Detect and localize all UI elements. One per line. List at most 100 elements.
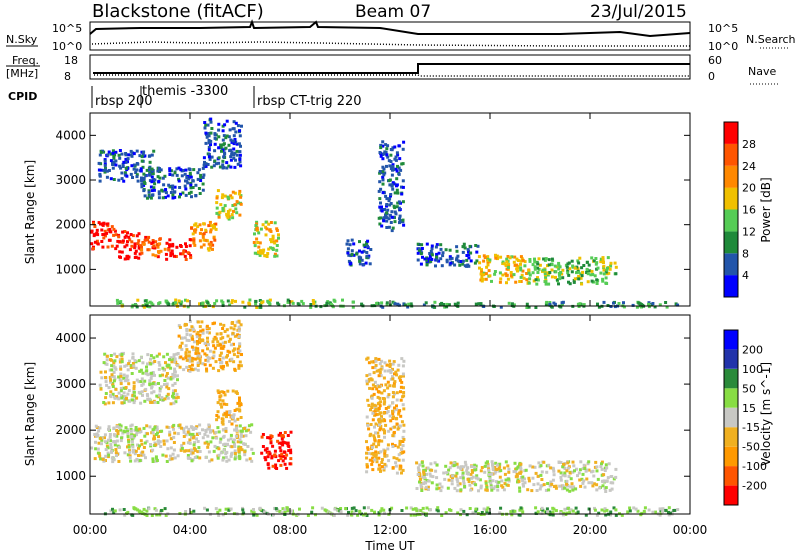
power-echo-cell bbox=[226, 210, 230, 213]
velocity-echo-cell bbox=[486, 464, 490, 468]
velocity-echo-cell bbox=[393, 425, 397, 429]
velocity-echo-cell bbox=[358, 509, 362, 513]
power-echo-cell bbox=[376, 302, 380, 306]
velocity-echo-cell bbox=[127, 440, 131, 444]
velocity-echo-cell bbox=[587, 507, 591, 511]
velocity-echo-cell bbox=[393, 406, 396, 410]
velocity-echo-cell bbox=[235, 426, 239, 430]
power-echo-cell bbox=[114, 233, 118, 237]
power-echo-cell bbox=[213, 149, 217, 153]
power-echo-cell bbox=[140, 251, 144, 255]
velocity-echo-cell bbox=[373, 365, 377, 369]
power-echo-cell bbox=[440, 301, 444, 305]
velocity-echo-cell bbox=[398, 440, 402, 444]
power-echo-cell bbox=[448, 263, 452, 267]
velocity-echo-cell bbox=[213, 335, 217, 339]
power-echo-cell bbox=[319, 305, 323, 309]
power-echo-cell bbox=[379, 187, 383, 191]
velocity-echo-cell bbox=[140, 383, 144, 387]
power-echo-cell bbox=[97, 168, 101, 172]
power-echo-cell bbox=[259, 249, 262, 253]
power-echo-cell bbox=[513, 263, 517, 267]
velocity-echo-cell bbox=[490, 488, 494, 492]
power-echo-cell bbox=[271, 237, 275, 241]
velocity-echo-cell bbox=[602, 473, 606, 477]
velocity-echo-cell bbox=[377, 401, 381, 405]
velocity-echo-cell bbox=[159, 397, 163, 401]
velocity-echo-cell bbox=[447, 478, 451, 482]
power-echo-cell bbox=[120, 152, 124, 156]
power-echo-cell bbox=[422, 303, 426, 307]
velocity-ytick-label: 1000 bbox=[55, 469, 86, 483]
velocity-echo-cell bbox=[489, 481, 493, 485]
power-echo-cell bbox=[388, 183, 392, 187]
velocity-echo-cell bbox=[417, 468, 421, 472]
x-tick-label: 12:00 bbox=[373, 523, 408, 537]
velocity-echo-cell bbox=[113, 434, 117, 438]
velocity-echo-cell bbox=[119, 439, 123, 443]
velocity-echo-cell bbox=[280, 441, 284, 445]
velocity-echo-cell bbox=[502, 466, 506, 470]
power-echo-cell bbox=[158, 301, 162, 305]
velocity-echo-cell bbox=[237, 364, 241, 368]
velocity-echo-cell bbox=[187, 350, 191, 354]
velocity-echo-cell bbox=[395, 422, 399, 426]
velocity-echo-cell bbox=[369, 408, 372, 412]
power-echo-cell bbox=[378, 151, 382, 154]
velocity-echo-cell bbox=[177, 334, 181, 338]
velocity-echo-cell bbox=[235, 390, 239, 394]
velocity-echo-cell bbox=[213, 444, 217, 448]
velocity-echo-cell bbox=[493, 485, 497, 489]
velocity-echo-cell bbox=[448, 466, 452, 470]
velocity-echo-cell bbox=[238, 457, 242, 461]
power-echo-cell bbox=[393, 191, 397, 195]
velocity-echo-cell bbox=[476, 477, 480, 481]
velocity-echo-cell bbox=[235, 320, 239, 324]
power-echo-cell bbox=[381, 169, 385, 173]
power-echo-cell bbox=[333, 299, 337, 303]
velocity-echo-cell bbox=[131, 448, 135, 452]
power-echo-cell bbox=[140, 176, 143, 180]
power-echo-cell bbox=[151, 303, 155, 307]
velocity-echo-cell bbox=[203, 433, 207, 436]
velocity-echo-cell bbox=[130, 433, 134, 437]
velocity-echo-cell bbox=[239, 416, 243, 419]
power-echo-cell bbox=[277, 303, 281, 307]
power-echo-cell bbox=[103, 159, 107, 163]
power-echo-cell bbox=[467, 250, 470, 254]
power-echo-cell bbox=[199, 245, 203, 249]
power-echo-cell bbox=[196, 177, 200, 181]
velocity-echo-cell bbox=[168, 430, 172, 434]
velocity-echo-cell bbox=[123, 395, 127, 399]
power-echo-cell bbox=[448, 255, 452, 259]
power-echo-cell bbox=[378, 180, 382, 184]
velocity-echo-cell bbox=[119, 428, 123, 432]
power-echo-cell bbox=[379, 154, 383, 158]
velocity-echo-cell bbox=[225, 328, 229, 332]
velocity-echo-cell bbox=[392, 381, 396, 385]
power-echo-cell bbox=[402, 140, 406, 144]
velocity-echo-cell bbox=[561, 484, 565, 488]
velocity-echo-cell bbox=[144, 387, 148, 391]
velocity-echo-cell bbox=[562, 511, 566, 515]
power-echo-cell bbox=[158, 176, 162, 180]
velocity-echo-cell bbox=[122, 391, 126, 395]
velocity-echo-cell bbox=[600, 467, 604, 471]
power-echo-cell bbox=[267, 222, 271, 226]
velocity-echo-cell bbox=[114, 367, 118, 371]
power-echo-cell bbox=[484, 272, 488, 276]
power-echo-cell bbox=[129, 233, 133, 236]
velocity-echo-cell bbox=[201, 328, 205, 332]
velocity-echo-cell bbox=[429, 508, 432, 512]
velocity-echo-cell bbox=[220, 420, 224, 424]
velocity-echo-cell bbox=[614, 513, 618, 517]
power-echo-cell bbox=[581, 270, 585, 274]
power-echo-cell bbox=[575, 265, 579, 269]
power-echo-cell bbox=[448, 248, 452, 252]
velocity-echo-cell bbox=[172, 427, 175, 431]
power-echo-cell bbox=[399, 219, 403, 223]
velocity-echo-cell bbox=[218, 398, 222, 402]
velocity-echo-cell bbox=[470, 469, 474, 472]
power-echo-cell bbox=[190, 226, 194, 230]
velocity-colorbar-swatch bbox=[724, 349, 738, 369]
